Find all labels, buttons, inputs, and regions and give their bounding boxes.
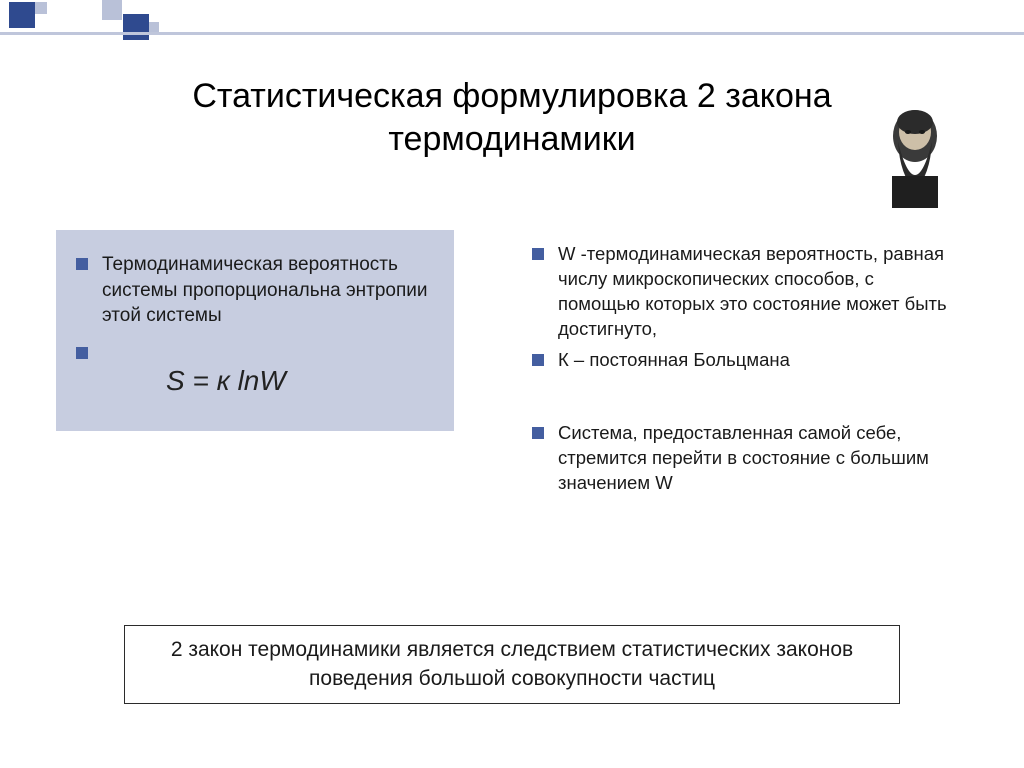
bullet-icon (532, 354, 544, 366)
right-bullet-3: Система, предоставленная самой себе, стр… (532, 421, 960, 496)
title-line1: Статистическая формулировка 2 закона (192, 77, 831, 115)
title-line2: термодинамики (388, 120, 635, 158)
right-bullet-3-text: Система, предоставленная самой себе, стр… (558, 421, 960, 496)
portrait-boltzmann (870, 98, 960, 208)
left-bullet-1: Термодинамическая вероятность системы пр… (76, 252, 434, 329)
bullet-icon (76, 258, 88, 270)
bottom-summary-box: 2 закон термодинамики является следствие… (124, 625, 900, 704)
right-bullet-2: К – постоянная Больцмана (532, 348, 960, 373)
right-column: W -термодинамическая вероятность, равная… (532, 242, 960, 502)
right-bullet-1: W -термодинамическая вероятность, равная… (532, 242, 960, 342)
left-bullet-formula-row: S = к lnW (76, 337, 434, 397)
left-highlight-box: Термодинамическая вероятность системы пр… (56, 230, 454, 431)
boltzmann-formula: S = к lnW (102, 365, 286, 397)
bullet-icon (532, 248, 544, 260)
right-bullet-1-text: W -термодинамическая вероятность, равная… (558, 242, 960, 342)
bullet-icon (532, 427, 544, 439)
slide-decor (0, 0, 1024, 44)
bottom-summary-text: 2 закон термодинамики является следствие… (171, 638, 853, 689)
right-bullet-2-text: К – постоянная Больцмана (558, 348, 790, 373)
bullet-icon (76, 347, 88, 359)
left-bullet-1-text: Термодинамическая вероятность системы пр… (102, 252, 434, 329)
